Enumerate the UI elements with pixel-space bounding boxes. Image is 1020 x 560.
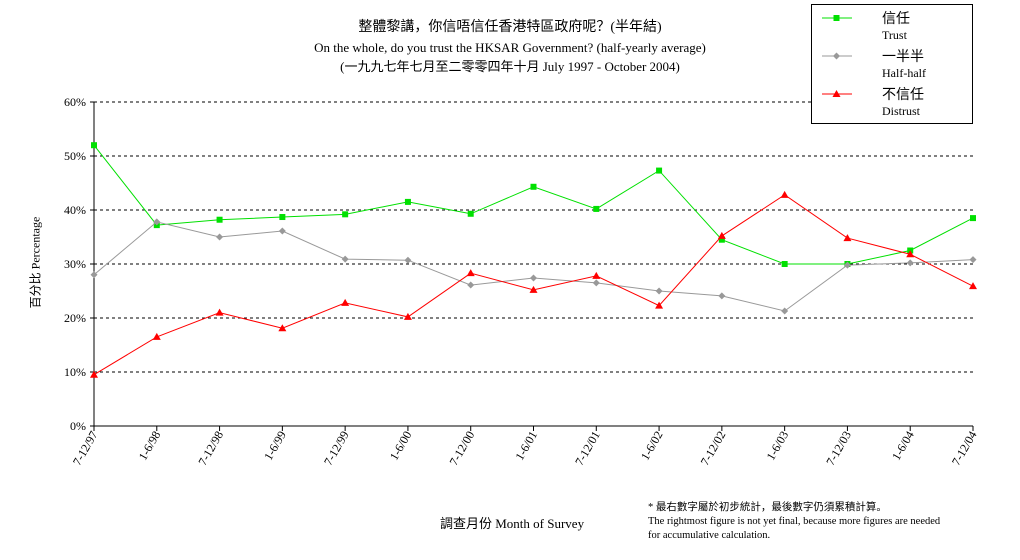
data-point-distrust <box>717 231 726 239</box>
data-point-half-half <box>530 274 537 282</box>
x-tick-label: 1-6/00 <box>387 429 415 463</box>
legend-item-distrust: 不信任 Distrust <box>812 84 972 122</box>
data-point-distrust <box>341 298 350 306</box>
y-tick-label: 20% <box>64 311 86 325</box>
data-point-half-half <box>906 259 914 267</box>
data-point-distrust <box>529 285 538 293</box>
data-point-half-half <box>216 233 224 241</box>
data-point-trust <box>530 183 537 190</box>
data-point-half-half <box>90 271 98 279</box>
data-point-distrust <box>906 250 915 258</box>
x-tick-label: 7-12/03 <box>823 429 854 468</box>
data-point-trust <box>781 261 788 267</box>
data-point-trust <box>593 205 600 212</box>
data-point-distrust <box>592 271 601 279</box>
footnote: * 最右數字屬於初步統計，最後數字仍須累積計算。 The rightmost f… <box>648 501 940 543</box>
y-tick-label: 30% <box>64 257 86 271</box>
data-point-trust <box>279 214 286 221</box>
legend-half-half-en: Half-half <box>882 66 926 80</box>
data-point-half-half <box>969 256 977 264</box>
y-tick-label: 60% <box>64 95 86 109</box>
series-line-half-half <box>93 221 974 312</box>
data-point-distrust <box>466 269 475 277</box>
data-point-half-half <box>341 255 349 263</box>
data-point-distrust <box>90 370 98 378</box>
x-tick-label: 1-6/03 <box>763 429 791 463</box>
legend-half-half-zh: 一半半 <box>882 50 924 65</box>
data-point-distrust <box>843 234 852 242</box>
data-point-trust <box>656 167 663 174</box>
data-point-trust <box>970 215 976 222</box>
legend-distrust-zh: 不信任 <box>882 88 924 103</box>
footnote-line-2: The rightmost figure is not yet final, b… <box>648 516 941 527</box>
footnote-line-3: for accumulative calculation. <box>648 530 771 541</box>
legend-trust-en: Trust <box>882 28 907 42</box>
data-point-half-half <box>404 256 412 264</box>
legend-trust-marker-icon <box>822 15 852 21</box>
x-tick-label: 1-6/01 <box>512 429 540 463</box>
data-point-half-half <box>467 281 475 289</box>
data-point-trust <box>216 216 223 223</box>
data-point-distrust <box>780 190 789 198</box>
title-chinese: 整體黎講，你信唔信任香港特區政府呢？(半年結) <box>358 20 662 35</box>
x-tick-label: 7-12/99 <box>321 429 352 468</box>
x-tick-label: 1-6/02 <box>638 429 666 463</box>
data-point-trust <box>404 198 411 205</box>
data-point-distrust <box>403 312 412 320</box>
data-point-half-half <box>655 287 663 295</box>
x-tick-label: 7-12/04 <box>949 429 980 468</box>
legend-item-trust: 信任 Trust <box>812 8 972 46</box>
tick-layer: 0% 10% 20% 30% 40% 50% 60% 7-12/97 1-6/98 7-12/98… <box>64 95 980 468</box>
data-point-half-half <box>592 279 600 287</box>
data-point-distrust <box>152 332 161 340</box>
x-tick-label: 7-12/98 <box>195 429 226 468</box>
series-layer <box>90 142 977 378</box>
data-point-distrust <box>655 301 664 309</box>
x-tick-label: 1-6/98 <box>136 429 164 463</box>
footnote-line-1: * 最右數字屬於初步統計，最後數字仍須累積計算。 <box>648 502 887 513</box>
data-point-distrust <box>969 282 977 290</box>
data-point-distrust <box>215 308 224 316</box>
legend-distrust-marker-icon <box>822 90 852 97</box>
legend-trust-zh: 信任 <box>882 12 910 27</box>
data-point-half-half <box>278 227 286 235</box>
data-point-trust <box>91 142 97 149</box>
data-point-half-half <box>781 307 789 315</box>
chart-title: 整體黎講，你信唔信任香港特區政府呢？(半年結) On the whole, do… <box>170 18 850 76</box>
x-tick-label: 7-12/01 <box>572 429 603 468</box>
legend-half-half-marker-icon <box>822 52 852 60</box>
series-line-distrust <box>93 194 974 376</box>
chart-legend: 信任 Trust 一半半 Half-half 不信任 Distrust <box>811 4 973 124</box>
data-point-half-half <box>718 292 726 300</box>
y-tick-label: 50% <box>64 149 86 163</box>
x-tick-label: 1-6/99 <box>261 429 289 463</box>
x-tick-label: 7-12/97 <box>70 429 101 468</box>
data-point-trust <box>467 210 474 217</box>
data-point-half-half <box>843 261 851 269</box>
legend-distrust-en: Distrust <box>882 104 921 118</box>
x-tick-label: 7-12/00 <box>447 429 478 468</box>
y-tick-label: 10% <box>64 365 86 379</box>
data-point-trust <box>342 211 349 218</box>
data-point-half-half <box>153 218 161 226</box>
x-tick-label: 1-6/04 <box>889 429 917 463</box>
grid-layer <box>94 101 973 373</box>
data-point-distrust <box>278 324 287 332</box>
y-axis-label: 百分比 Percentage <box>28 216 43 309</box>
data-point-trust <box>718 236 725 243</box>
y-tick-label: 40% <box>64 203 86 217</box>
legend-item-half-half: 一半半 Half-half <box>812 46 972 84</box>
axis-layer <box>90 101 974 431</box>
title-period: (一九九七年七月至二零零四年十月 July 1997 - October 200… <box>340 59 680 74</box>
x-axis-label: 調查月份 Month of Survey <box>440 516 585 531</box>
x-tick-label: 7-12/02 <box>698 429 729 468</box>
y-tick-label: 0% <box>70 419 86 433</box>
series-line-trust <box>93 144 974 265</box>
title-english: On the whole, do you trust the HKSAR Gov… <box>314 40 706 55</box>
